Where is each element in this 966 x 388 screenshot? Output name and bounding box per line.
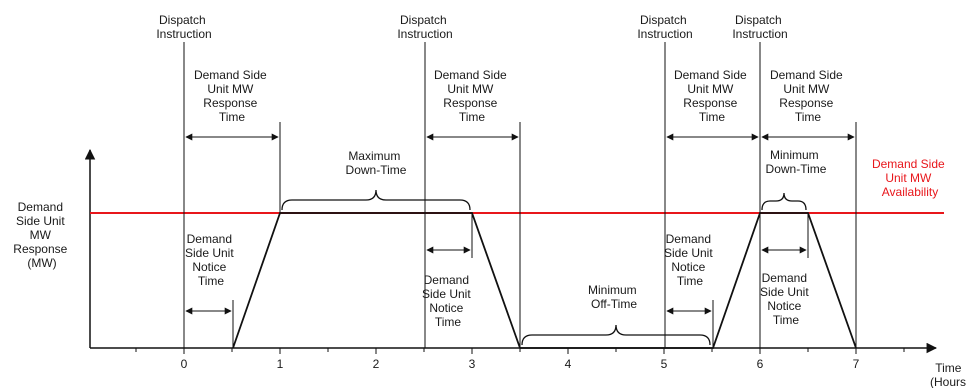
minimum-off-time-brace (521, 324, 711, 346)
notice-time-label-2: Demand Side Unit Notice Time (422, 273, 474, 329)
response-time-label-2: Demand Side Unit MW Response Time (434, 68, 510, 124)
notice-time-label-4: Demand Side Unit Notice Time (760, 271, 812, 327)
response-profile-second (520, 212, 857, 349)
y-axis-label: Demand Side Unit MW Response (MW) (13, 200, 70, 270)
response-time-label-1: Demand Side Unit MW Response Time (194, 68, 270, 124)
dispatch-instruction-label-5: Dispatch Instruction (637, 13, 692, 41)
dispatch-instruction-label-0: Dispatch Instruction (156, 13, 211, 41)
availability-label: Demand Side Unit MW Availability (872, 157, 948, 199)
response-time-label-3: Demand Side Unit MW Response Time (674, 68, 750, 124)
x-tick-label: 3 (469, 357, 476, 371)
x-axis-ticks: 0 1 2 3 4 5 6 7 (135, 348, 905, 371)
x-tick-label: 1 (277, 357, 284, 371)
maximum-down-time-label: Maximum Down-Time (346, 149, 407, 177)
x-tick-label: 6 (757, 357, 764, 371)
x-tick-label: 5 (661, 357, 668, 371)
response-profile-first (232, 212, 521, 349)
x-tick-label: 2 (373, 357, 380, 371)
x-tick-label: 4 (565, 357, 572, 371)
x-tick-label: 7 (853, 357, 860, 371)
minimum-down-time-brace (761, 192, 807, 211)
dispatch-instruction-label-6: Dispatch Instruction (732, 13, 787, 41)
maximum-down-time-brace (281, 189, 471, 211)
response-time-label-4: Demand Side Unit MW Response Time (770, 68, 846, 124)
dispatch-instruction-label-2-5: Dispatch Instruction (397, 13, 452, 41)
notice-time-label-1: Demand Side Unit Notice Time (185, 232, 237, 288)
x-tick-label: 0 (181, 357, 188, 371)
minimum-down-time-label: Minimum Down-Time (766, 148, 827, 176)
minimum-off-time-label: Minimum Off-Time (588, 283, 640, 311)
x-axis-label: Time (Hours) (930, 361, 966, 388)
notice-time-label-3: Demand Side Unit Notice Time (664, 232, 716, 288)
